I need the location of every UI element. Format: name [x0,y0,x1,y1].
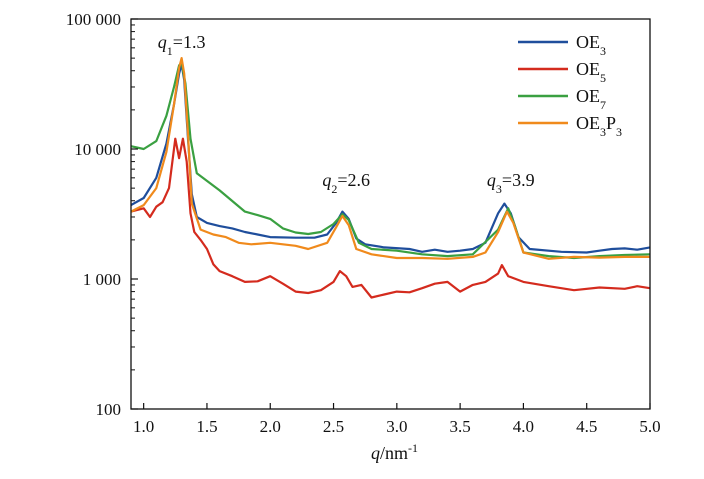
x-tick-label: 4.0 [513,417,534,436]
peak-annotation-q3: q3=3.9 [487,170,535,196]
legend-label-oe5: OE5 [576,59,606,85]
annotation-layer: q1=1.3 q2=2.6 q3=3.9 [158,32,535,196]
y-tick-label: 10 000 [74,140,121,159]
series-line-oe7 [130,61,651,260]
x-axis-var: q [371,443,380,463]
series-layer [130,57,651,299]
x-tick-label: 2.0 [260,417,281,436]
x-tick-label: 3.5 [449,417,470,436]
series-line-oe5 [130,137,651,299]
peak-annotation-q1: q1=1.3 [158,32,206,58]
x-tick-label: 2.5 [323,417,344,436]
legend-label-oe3p3: OE3P3 [576,113,622,139]
y-tick-label: 100 000 [66,10,121,29]
x-tick-label: 1.0 [133,417,154,436]
series-line-oe3p3 [130,57,650,260]
x-tick-label: 1.5 [196,417,217,436]
y-tick-label: 100 [96,400,122,419]
series-line-oe3 [130,62,651,254]
y-tick-label: 1 000 [83,270,121,289]
x-tick-label: 5.0 [639,417,660,436]
x-tick-label: 3.0 [386,417,407,436]
legend-label-oe3: OE3 [576,32,606,58]
tick-layer: 1.0 1.5 2.0 2.5 3.0 3.5 4.0 4.5 5.0 100 1 000 10 00… [66,10,661,436]
x-axis-title: q/nm-1 [371,441,418,463]
plot-frame [130,18,651,410]
x-tick-label: 4.5 [576,417,597,436]
legend-label-oe7: OE7 [576,86,606,112]
x-axis-unit: /nm [380,443,408,463]
peak-annotation-q2: q2=2.6 [322,170,370,196]
x-axis-exp: -1 [408,441,418,455]
